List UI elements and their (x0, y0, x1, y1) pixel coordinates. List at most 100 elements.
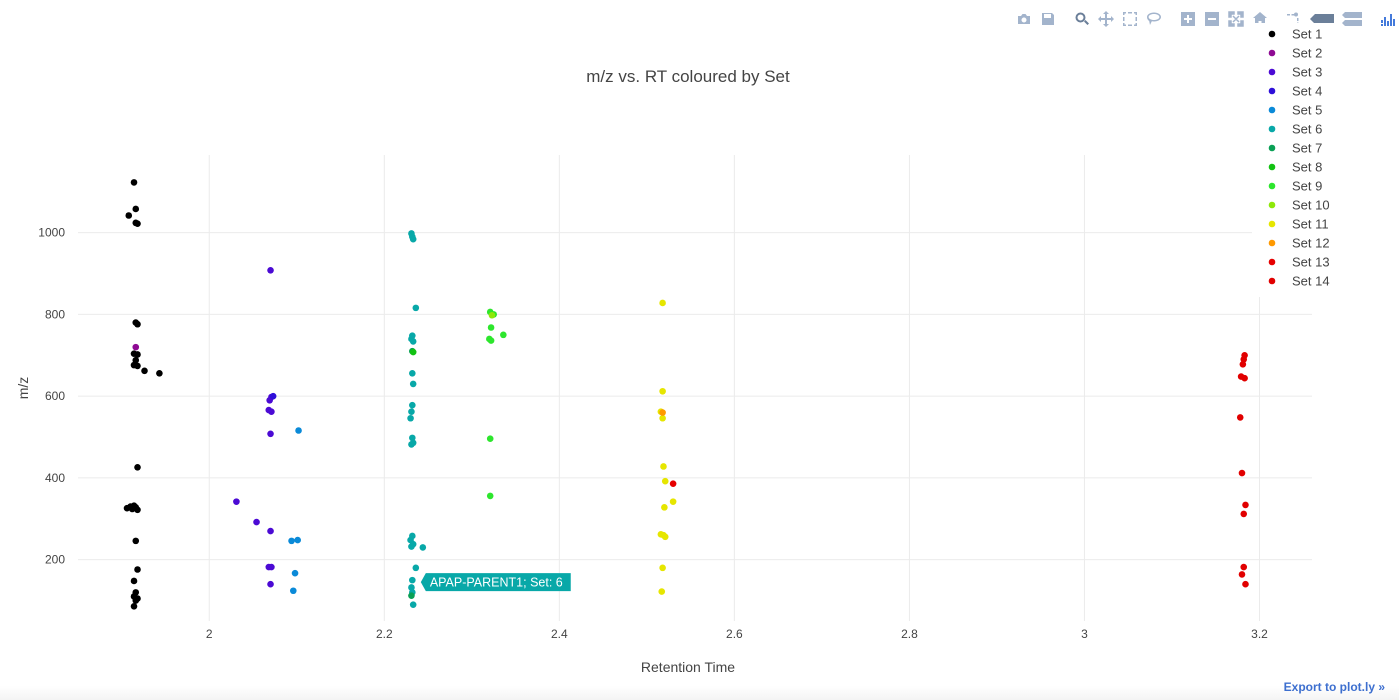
data-point (412, 304, 420, 312)
data-point (487, 337, 495, 344)
reset-axes-icon[interactable] (1251, 10, 1269, 28)
data-point (1238, 571, 1246, 578)
data-point (141, 367, 148, 375)
autoscale-icon[interactable] (1227, 10, 1245, 28)
legend-label: Set 13 (1292, 255, 1330, 270)
lasso-select-icon[interactable] (1145, 10, 1163, 28)
hover-closest-icon[interactable] (1309, 10, 1335, 28)
data-point (409, 235, 417, 243)
hover-annotations: APAP-PARENT1; Set: 6 (420, 573, 571, 592)
legend-label: Set 4 (1292, 84, 1322, 99)
data-point (408, 543, 415, 550)
legend: Set 1 Set 2 Set 3 Set 4 Set 5 Set 6 Set 7 Set 8… (1252, 23, 1338, 297)
data-point (132, 205, 140, 213)
modebar-group-hover (1282, 10, 1366, 28)
data-point (487, 324, 495, 331)
data-point (1241, 374, 1248, 382)
data-point (130, 602, 138, 610)
data-point (409, 338, 417, 345)
data-point (659, 414, 666, 422)
zoom-out-icon[interactable] (1203, 10, 1221, 28)
axis-ticks: 2 2.2 2.4 2.6 2.8 3 3.2 200 400 600 800 1000 (38, 226, 1268, 641)
x-tick-label: 2.6 (726, 627, 743, 641)
camera-icon[interactable] (1015, 10, 1033, 28)
data-point (125, 212, 133, 219)
data-point (659, 564, 666, 572)
data-point (408, 408, 415, 416)
save-icon[interactable] (1039, 10, 1057, 28)
legend-label: Set 2 (1292, 46, 1322, 61)
data-point (658, 588, 666, 595)
chart-title: m/z vs. RT coloured by Set (586, 67, 790, 86)
data-point (1238, 469, 1246, 477)
data-point (1240, 356, 1248, 363)
data-point (488, 311, 496, 319)
pan-icon[interactable] (1097, 10, 1115, 28)
data-point (134, 320, 141, 328)
data-point (1236, 414, 1244, 421)
x-tick-label: 3 (1081, 627, 1088, 641)
grid-lines (78, 155, 1312, 621)
legend-marker (1268, 49, 1276, 57)
hover-label: APAP-PARENT1; Set: 6 (420, 573, 571, 592)
modebar-group-drag (1070, 10, 1166, 28)
data-point (267, 527, 274, 535)
data-point (1240, 510, 1248, 518)
legend-marker (1268, 220, 1276, 228)
data-point (409, 576, 416, 584)
zoom-icon[interactable] (1073, 10, 1091, 28)
data-point (412, 564, 420, 572)
x-tick-label: 2.2 (376, 627, 393, 641)
legend-marker (1268, 30, 1276, 38)
legend-marker (1268, 106, 1276, 114)
data-point (1242, 501, 1249, 509)
data-point (409, 369, 416, 377)
data-point (408, 584, 415, 591)
data-point (661, 477, 669, 485)
data-point (132, 597, 140, 604)
data-point (409, 380, 417, 388)
legend-marker (1268, 201, 1276, 209)
data-point (267, 266, 274, 274)
data-point (409, 601, 417, 608)
data-point (132, 343, 140, 351)
spike-lines-icon[interactable] (1285, 10, 1303, 28)
export-to-plotly-link[interactable]: Export to plot.ly » (1283, 680, 1385, 694)
legend-label: Set 10 (1292, 198, 1330, 213)
data-point (134, 464, 141, 471)
data-point (265, 563, 273, 571)
data-point (288, 537, 295, 545)
data-point (269, 392, 277, 400)
data-point (289, 587, 297, 595)
legend-label: Set 6 (1292, 122, 1322, 137)
plotly-logo-icon[interactable] (1379, 10, 1397, 28)
hover-compare-icon[interactable] (1341, 10, 1363, 28)
data-point (134, 351, 141, 358)
zoom-in-icon[interactable] (1179, 10, 1197, 28)
data-point (661, 533, 669, 541)
box-select-icon[interactable] (1121, 10, 1139, 28)
data-point (130, 577, 138, 585)
data-point (408, 441, 415, 448)
data-point (268, 408, 275, 416)
data-point (291, 569, 299, 577)
footer-bar (0, 686, 1399, 700)
legend-label: Set 5 (1292, 103, 1322, 118)
legend-marker (1268, 163, 1276, 171)
data-point (233, 498, 240, 505)
y-axis-label: m/z (15, 377, 31, 400)
data-point (669, 498, 677, 505)
x-tick-label: 3.2 (1251, 627, 1268, 641)
y-tick-label: 1000 (38, 226, 65, 240)
legend-background (1252, 23, 1338, 297)
y-tick-label: 800 (45, 307, 65, 321)
data-point (659, 409, 666, 416)
legend-marker (1268, 87, 1276, 95)
y-tick-label: 200 (45, 553, 65, 567)
modebar-group-logo (1376, 10, 1399, 28)
data-point (659, 299, 666, 307)
data-point (660, 463, 667, 470)
data-point (486, 435, 494, 442)
data-point (1242, 580, 1249, 588)
data-point (486, 492, 494, 500)
